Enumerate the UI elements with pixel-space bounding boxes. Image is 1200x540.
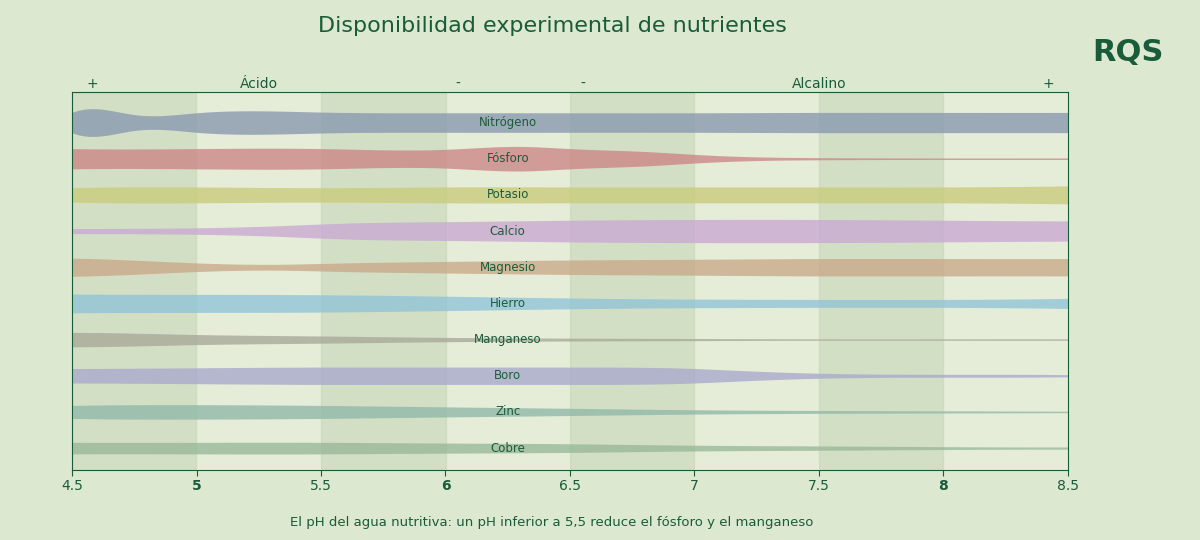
Text: +: +: [1043, 77, 1054, 91]
Text: Disponibilidad experimental de nutrientes: Disponibilidad experimental de nutriente…: [318, 16, 786, 36]
Text: Nitrógeno: Nitrógeno: [479, 116, 536, 129]
Text: +: +: [86, 77, 97, 91]
Text: 8.5: 8.5: [1057, 479, 1079, 493]
Bar: [818, 92, 943, 470]
Bar: [72, 92, 197, 470]
Text: Alcalino: Alcalino: [792, 77, 846, 91]
Text: Potasio: Potasio: [486, 188, 529, 201]
Text: El pH del agua nutritiva: un pH inferior a 5,5 reduce el fósforo y el manganeso: El pH del agua nutritiva: un pH inferior…: [290, 516, 814, 529]
Text: 6: 6: [440, 479, 450, 493]
Text: 4.5: 4.5: [61, 479, 83, 493]
Text: Calcio: Calcio: [490, 225, 526, 238]
Text: Boro: Boro: [494, 369, 521, 382]
Text: RQS: RQS: [1093, 38, 1164, 67]
Text: Ácido: Ácido: [240, 77, 278, 91]
Text: Hierro: Hierro: [490, 297, 526, 310]
Text: 8: 8: [938, 479, 948, 493]
Text: Zinc: Zinc: [496, 406, 521, 419]
Text: Magnesio: Magnesio: [480, 261, 536, 274]
Text: 7: 7: [690, 479, 698, 493]
Text: -: -: [456, 77, 461, 91]
Bar: [322, 92, 445, 470]
Text: 5: 5: [192, 479, 202, 493]
Bar: [570, 92, 695, 470]
Text: -: -: [580, 77, 584, 91]
Text: Cobre: Cobre: [491, 442, 526, 455]
Text: 6.5: 6.5: [559, 479, 581, 493]
Text: Manganeso: Manganeso: [474, 333, 541, 346]
Text: Fósforo: Fósforo: [486, 152, 529, 165]
Text: 5.5: 5.5: [310, 479, 332, 493]
Text: 7.5: 7.5: [808, 479, 830, 493]
